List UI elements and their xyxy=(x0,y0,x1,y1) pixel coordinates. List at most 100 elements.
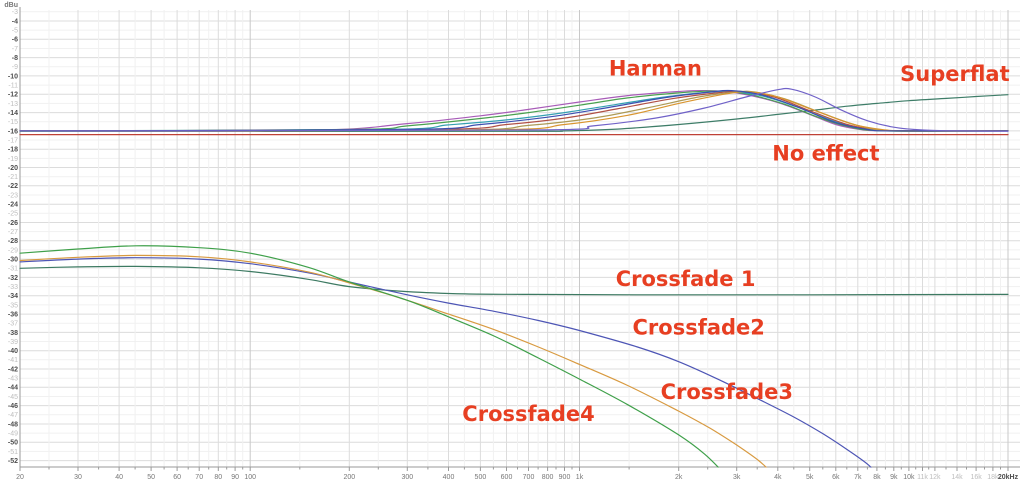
x-tick-label: 200 xyxy=(343,474,355,481)
x-tick-label: 100 xyxy=(244,474,256,481)
series-curves xyxy=(19,87,1009,468)
axes xyxy=(19,7,1020,471)
series-harman-violet xyxy=(19,89,1009,132)
y-tick-label: -31 xyxy=(8,266,18,273)
y-tick-label: -9 xyxy=(12,64,18,71)
series-crossfade-2 xyxy=(19,257,872,468)
series-harman-blue xyxy=(19,89,1009,132)
x-tick-label: 10k xyxy=(903,474,915,481)
x-tick-label: 300 xyxy=(401,474,413,481)
y-tick-label: -28 xyxy=(8,238,18,245)
y-tick-label: -25 xyxy=(8,211,18,218)
x-tick-label: 4k xyxy=(774,474,782,481)
series-crossfade-3 xyxy=(19,254,768,468)
y-tick-label: -11 xyxy=(8,83,18,90)
y-tick-label: -16 xyxy=(8,128,18,135)
y-tick-label: -21 xyxy=(8,174,18,181)
x-tick-label: 1k xyxy=(576,474,584,481)
series-crossfade-4 xyxy=(19,245,720,468)
annotation-crossfade-3: Crossfade3 xyxy=(661,380,793,404)
annotation-crossfade-1: Crossfade 1 xyxy=(616,267,756,291)
y-tick-label: -3 xyxy=(12,9,18,16)
x-tick-label: 12k xyxy=(929,474,941,481)
series-superflat xyxy=(19,94,1009,132)
x-tick-label: 6k xyxy=(832,474,840,481)
x-tick-label: 7k xyxy=(854,474,862,481)
y-tick-label: -37 xyxy=(8,321,18,328)
y-tick-label: -20 xyxy=(8,165,18,172)
y-tick-label: -6 xyxy=(12,37,18,44)
y-tick-label: -40 xyxy=(8,348,18,355)
y-tick-label: -24 xyxy=(8,202,18,209)
y-tick-label: -48 xyxy=(8,421,18,428)
x-tick-label: 70 xyxy=(195,474,203,481)
x-tick-label: 18k xyxy=(987,474,999,481)
x-tick-label: 20 xyxy=(16,474,24,481)
x-tick-label: 14k xyxy=(951,474,963,481)
x-tick-label: 8k xyxy=(873,474,881,481)
x-tick-label: 600 xyxy=(501,474,513,481)
x-tick-label: 50 xyxy=(147,474,155,481)
y-tick-label: -10 xyxy=(8,73,18,80)
annotation-crossfade-4: Crossfade4 xyxy=(462,402,594,426)
y-tick-label: -34 xyxy=(8,293,18,300)
y-tick-label: -51 xyxy=(8,449,18,456)
y-tick-label: -18 xyxy=(8,147,18,154)
y-tick-label: -12 xyxy=(8,92,18,99)
y-tick-label: -22 xyxy=(8,183,18,190)
y-tick-label: -8 xyxy=(12,55,18,62)
x-tick-label: 3k xyxy=(733,474,741,481)
y-tick-label: -13 xyxy=(8,101,18,108)
x-tick-label: 500 xyxy=(475,474,487,481)
x-tick-label: 40 xyxy=(115,474,123,481)
y-tick-label: -49 xyxy=(8,431,18,438)
x-tick-label: 30 xyxy=(74,474,82,481)
y-tick-label: -46 xyxy=(8,403,18,410)
y-tick-label: -38 xyxy=(8,330,18,337)
y-tick-label: -27 xyxy=(8,229,18,236)
x-tick-label: 700 xyxy=(523,474,535,481)
y-tick-label: -52 xyxy=(8,458,18,465)
x-tick-label: 2k xyxy=(675,474,683,481)
y-tick-label: -7 xyxy=(12,46,18,53)
x-tick-label: 800 xyxy=(542,474,554,481)
y-axis-unit-label: dBu xyxy=(4,2,18,9)
y-tick-label: -33 xyxy=(8,284,18,291)
x-tick-label: 9k xyxy=(890,474,898,481)
series-harman-slate xyxy=(19,87,1009,132)
y-tick-label: -43 xyxy=(8,376,18,383)
y-tick-label: -17 xyxy=(8,137,18,144)
x-tick-label: 90 xyxy=(231,474,239,481)
y-tick-label: -15 xyxy=(8,119,18,126)
x-tick-label: 11k xyxy=(917,474,928,481)
x-tick-label: 60 xyxy=(173,474,181,481)
y-tick-label: -29 xyxy=(8,247,18,254)
series-harman-green xyxy=(19,90,1009,132)
y-tick-label: -26 xyxy=(8,220,18,227)
grid xyxy=(19,10,1020,467)
y-tick-label: -19 xyxy=(8,156,18,163)
y-tick-label: -14 xyxy=(8,110,18,117)
x-tick-label: 900 xyxy=(559,474,571,481)
y-tick-label: -42 xyxy=(8,366,18,373)
series-crossfade-1 xyxy=(19,265,1009,296)
y-tick-label: -30 xyxy=(8,257,18,264)
curve-annotations: Harman Superflat No effect Crossfade 1 Cross… xyxy=(462,57,1009,426)
y-tick-label: -39 xyxy=(8,339,18,346)
y-tick-label: -35 xyxy=(8,302,18,309)
y-tick-label: -5 xyxy=(12,28,18,35)
y-tick-label: -44 xyxy=(8,385,18,392)
y-tick-label: -50 xyxy=(8,440,18,447)
x-tick-label: 5k xyxy=(806,474,814,481)
y-axis-labels: -3 -4 -5 -6 -7 -8 -9 -10 -11 -12 -13 -14 -15 -16 -17 -1… xyxy=(4,2,18,465)
y-tick-label: -45 xyxy=(8,394,18,401)
annotation-no-effect: No effect xyxy=(772,142,879,166)
y-tick-label: -47 xyxy=(8,412,18,419)
y-tick-label: -32 xyxy=(8,275,18,282)
x-axis-labels: 20 30 40 50 60 70 80 90 100 200 300 400 500 600 700 800… xyxy=(16,474,1019,481)
y-tick-label: -41 xyxy=(8,357,18,364)
y-tick-label: -23 xyxy=(8,192,18,199)
x-tick-label: 80 xyxy=(214,474,222,481)
